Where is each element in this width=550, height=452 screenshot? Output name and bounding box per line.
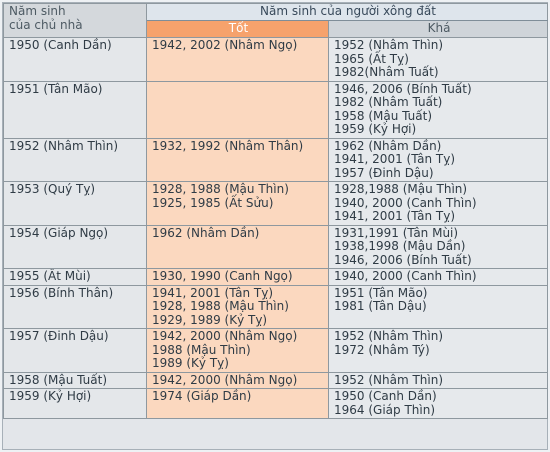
year-entry: 1952 (Nhâm Thìn) [334, 38, 444, 52]
good-years-cell: 1942, 2000 (Nhâm Ngọ) 1988 (Mậu Thìn) 1989… [146, 328, 329, 373]
table-row: 1956 (Bính Thân) 1941, 2001 (Tân Tỵ) 1928,… [3, 284, 549, 329]
year-entry: 1982 (Nhâm Tuất) [334, 95, 443, 109]
fair-years-cell: 1928,1988 (Mậu Thìn) 1940, 2000 (Canh Thì… [327, 181, 549, 226]
good-years-cell: 1974 (Giáp Dần) [146, 388, 329, 419]
year-entry: 1942, 2000 (Nhâm Ngọ) [152, 372, 298, 387]
year-entry: 1938,1998 (Mậu Dần) [334, 239, 466, 253]
year-entry: 1981 (Tân Dậu) [334, 299, 427, 313]
year-entry: 1989 (Kỷ Tỵ) [152, 356, 229, 370]
good-years-cell: 1930, 1990 (Canh Ngọ) [146, 268, 329, 286]
year-entry: 1974 (Giáp Dần) [152, 389, 252, 403]
year-entry: 1952 (Nhâm Thìn) [334, 329, 444, 343]
table-row: 1957 (Đinh Dậu) 1942, 2000 (Nhâm Ngọ) 1988… [3, 328, 549, 373]
good-years-cell: 1942, 2002 (Nhâm Ngọ) [146, 37, 329, 82]
owner-birth-cell: 1950 (Canh Dần) [3, 37, 147, 82]
owner-birth-cell: 1955 (Ất Mùi) [3, 268, 147, 286]
visitor-compatibility-table: Năm sinh của chủ nhà Năm sinh của người … [3, 3, 549, 419]
owner-birth-cell: 1951 (Tân Mão) [3, 80, 147, 139]
table-row: 1955 (Ất Mùi) 1930, 1990 (Canh Ngọ) 1940, … [3, 268, 549, 286]
year-entry: 1942, 2002 (Nhâm Ngọ) [152, 38, 298, 52]
year-entry: 1972 (Nhâm Tý) [334, 342, 430, 357]
good-years-cell: 1942, 2000 (Nhâm Ngọ) [146, 371, 329, 389]
good-years-cell: 1928, 1988 (Mậu Thìn) 1925, 1985 (Ất Sửu) [146, 181, 329, 226]
year-entry: 1965 (Ất Tỵ) [334, 51, 409, 66]
year-entry: 1951 (Tân Mão) [334, 285, 428, 300]
good-header: Tốt [146, 20, 329, 38]
year-entry: 1982(Nhâm Tuất) [334, 65, 439, 79]
year-entry: 1950 (Canh Dần) [334, 389, 437, 403]
owner-birth-header-line1: Năm sinh [9, 4, 66, 18]
year-entry: 1928, 1988 (Mậu Thìn) [152, 299, 289, 313]
year-entry: 1959 (Kỷ Hợi) [334, 122, 417, 136]
fair-years-cell: 1950 (Canh Dần) 1964 (Giáp Thìn) [327, 388, 549, 419]
owner-birth-cell: 1956 (Bính Thân) [3, 284, 147, 329]
year-entry: 1952 (Nhâm Thìn) [334, 372, 444, 387]
year-entry: 1946, 2006 (Bính Tuất) [334, 81, 472, 96]
year-entry: 1964 (Giáp Thìn) [334, 402, 436, 417]
table-row: 1958 (Mậu Tuất) 1942, 2000 (Nhâm Ngọ) 1952… [3, 371, 549, 389]
year-entry: 1946, 2006 (Bính Tuất) [334, 252, 472, 267]
year-entry: 1931,1991 (Tân Mùi) [334, 225, 459, 240]
table-row: 1959 (Kỷ Hợi) 1974 (Giáp Dần) 1950 (Canh D… [3, 388, 549, 419]
owner-birth-cell: 1959 (Kỷ Hợi) [3, 388, 147, 419]
fair-years-cell: 1952 (Nhâm Thìn) 1972 (Nhâm Tý) [327, 328, 549, 373]
year-entry: 1928,1988 (Mậu Thìn) [334, 182, 468, 196]
table-body: 1950 (Canh Dần) 1942, 2002 (Nhâm Ngọ) 1952… [3, 37, 549, 419]
year-entry: 1941, 2001 (Tân Tỵ) [152, 285, 274, 300]
year-entry: 1941, 2001 (Tân Tỵ) [334, 209, 456, 223]
good-years-cell: 1941, 2001 (Tân Tỵ) 1928, 1988 (Mậu Thìn)… [146, 284, 329, 329]
year-entry: 1932, 1992 (Nhâm Thân) [152, 138, 304, 153]
table-row: 1953 (Quý Tỵ) 1928, 1988 (Mậu Thìn) 1925, … [3, 181, 549, 226]
table-row: 1952 (Nhâm Thìn) 1932, 1992 (Nhâm Thân) 19… [3, 137, 549, 182]
fair-header: Khá [327, 20, 549, 38]
visitor-birth-header: Năm sinh của người xông đất [145, 3, 549, 21]
year-entry: 1940, 2000 (Canh Thìn) [334, 269, 477, 283]
table-row: 1954 (Giáp Ngọ) 1962 (Nhâm Dần) 1931,1991 … [3, 224, 549, 269]
year-entry: 1962 (Nhâm Dần) [334, 138, 442, 153]
year-entry: 1962 (Nhâm Dần) [152, 225, 260, 240]
fair-years-cell: 1951 (Tân Mão) 1981 (Tân Dậu) [327, 284, 549, 329]
year-entry: 1930, 1990 (Canh Ngọ) [152, 269, 293, 283]
owner-birth-cell: 1953 (Quý Tỵ) [3, 181, 147, 226]
owner-birth-header-line2: của chủ nhà [9, 17, 83, 32]
year-entry: 1929, 1989 (Kỷ Tỵ) [152, 312, 268, 327]
owner-birth-cell: 1952 (Nhâm Thìn) [3, 137, 147, 182]
year-entry: 1958 (Mậu Tuất) [334, 108, 433, 123]
year-entry: 1942, 2000 (Nhâm Ngọ) [152, 329, 298, 343]
owner-birth-header: Năm sinh của chủ nhà [3, 3, 147, 38]
fair-years-cell: 1940, 2000 (Canh Thìn) [327, 268, 549, 286]
year-entry: 1940, 2000 (Canh Thìn) [334, 195, 477, 210]
owner-birth-cell: 1954 (Giáp Ngọ) [3, 224, 147, 269]
fair-years-cell: 1946, 2006 (Bính Tuất) 1982 (Nhâm Tuất) 19… [327, 80, 549, 139]
good-years-cell [146, 80, 329, 139]
fair-years-cell: 1952 (Nhâm Thìn) [327, 371, 549, 389]
table-row: 1950 (Canh Dần) 1942, 2002 (Nhâm Ngọ) 1952… [3, 37, 549, 82]
year-entry: 1957 (Đinh Dậu) [334, 165, 434, 180]
year-entry: 1988 (Mậu Thìn) [152, 342, 251, 357]
table-row: 1951 (Tân Mão) 1946, 2006 (Bính Tuất) 1982… [3, 80, 549, 139]
owner-birth-cell: 1958 (Mậu Tuất) [3, 371, 147, 389]
owner-birth-cell: 1957 (Đinh Dậu) [3, 328, 147, 373]
year-entry: 1925, 1985 (Ất Sửu) [152, 195, 274, 210]
year-entry: 1928, 1988 (Mậu Thìn) [152, 182, 289, 196]
good-years-cell: 1962 (Nhâm Dần) [146, 224, 329, 269]
good-years-cell: 1932, 1992 (Nhâm Thân) [146, 137, 329, 182]
fair-years-cell: 1962 (Nhâm Dần) 1941, 2001 (Tân Tỵ) 1957 (… [327, 137, 549, 182]
fair-years-cell: 1952 (Nhâm Thìn) 1965 (Ất Tỵ) 1982(Nhâm Tu… [327, 37, 549, 82]
fair-years-cell: 1931,1991 (Tân Mùi) 1938,1998 (Mậu Dần) 19… [327, 224, 549, 269]
year-entry: 1941, 2001 (Tân Tỵ) [334, 152, 456, 166]
